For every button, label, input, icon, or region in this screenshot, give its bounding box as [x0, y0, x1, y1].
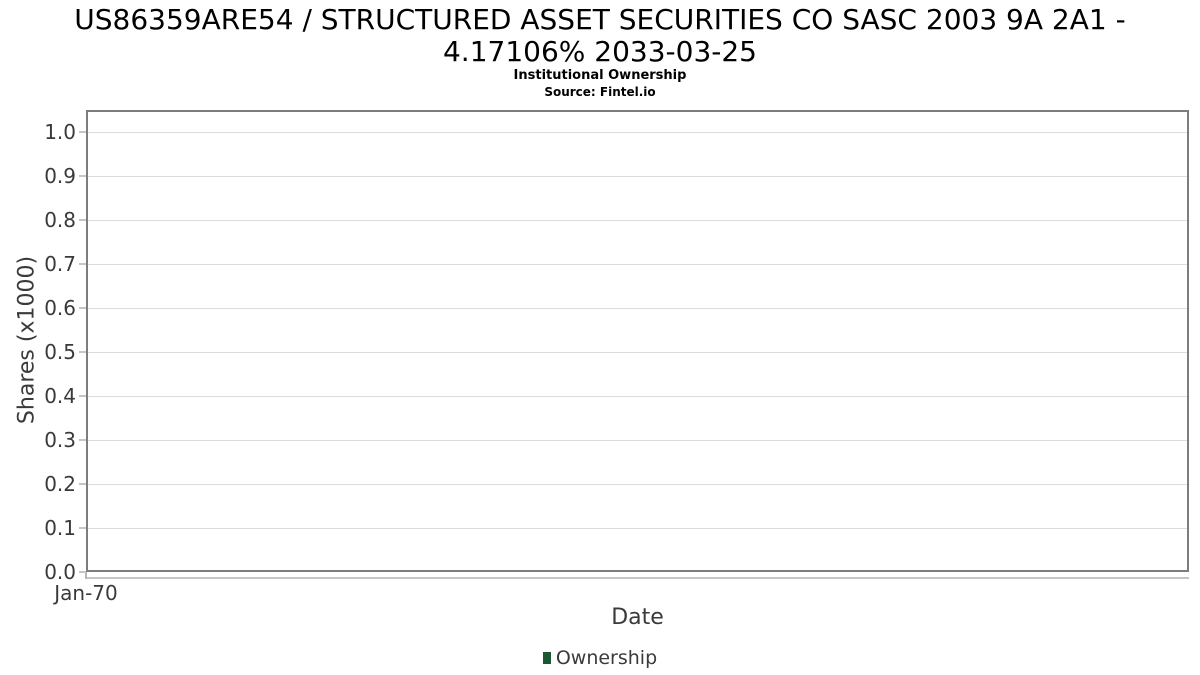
y-tick-label: 0.9: [44, 164, 76, 188]
gridline: [88, 440, 1187, 441]
chart-subtitle: Institutional Ownership: [513, 68, 687, 83]
gridline: [88, 264, 1187, 265]
y-tick-mark: [79, 131, 86, 133]
y-tick-label: 0.0: [44, 560, 76, 584]
y-tick-mark: [79, 307, 86, 309]
y-tick-mark: [79, 395, 86, 397]
chart-title-line2: 4.17106% 2033-03-25: [442, 35, 757, 68]
y-tick-mark: [79, 219, 86, 221]
chart-source-credit: Source: Fintel.io: [544, 85, 656, 99]
x-axis-title: Date: [611, 605, 664, 630]
x-axis-line: [86, 577, 1189, 579]
gridline: [88, 528, 1187, 529]
y-tick-label: 0.4: [44, 384, 76, 408]
y-tick-label: 0.3: [44, 428, 76, 452]
chart-title-line1: US86359ARE54 / STRUCTURED ASSET SECURITI…: [74, 3, 1126, 36]
x-tick-label: Jan-70: [54, 581, 118, 605]
x-tick-mark: [85, 572, 87, 579]
gridline: [88, 176, 1187, 177]
y-tick-mark: [79, 571, 86, 573]
plot-area: [86, 110, 1189, 572]
chart-title: US86359ARE54 / STRUCTURED ASSET SECURITI…: [0, 4, 1200, 68]
y-tick-mark: [79, 527, 86, 529]
y-tick-mark: [79, 351, 86, 353]
y-tick-label: 0.1: [44, 516, 76, 540]
y-tick-label: 0.5: [44, 340, 76, 364]
gridline: [88, 484, 1187, 485]
y-tick-label: 0.6: [44, 296, 76, 320]
legend: Ownership: [0, 646, 1200, 670]
y-tick-label: 0.2: [44, 472, 76, 496]
y-tick-mark: [79, 175, 86, 177]
gridline: [88, 220, 1187, 221]
gridline: [88, 352, 1187, 353]
y-tick-label: 0.7: [44, 252, 76, 276]
legend-label-ownership: Ownership: [555, 647, 658, 669]
y-tick-mark: [79, 439, 86, 441]
gridline: [88, 308, 1187, 309]
gridline: [88, 132, 1187, 133]
y-tick-label: 0.8: [44, 208, 76, 232]
y-tick-label: 1.0: [44, 120, 76, 144]
legend-swatch-ownership: [542, 652, 551, 664]
y-tick-mark: [79, 263, 86, 265]
gridline: [88, 396, 1187, 397]
y-tick-mark: [79, 483, 86, 485]
